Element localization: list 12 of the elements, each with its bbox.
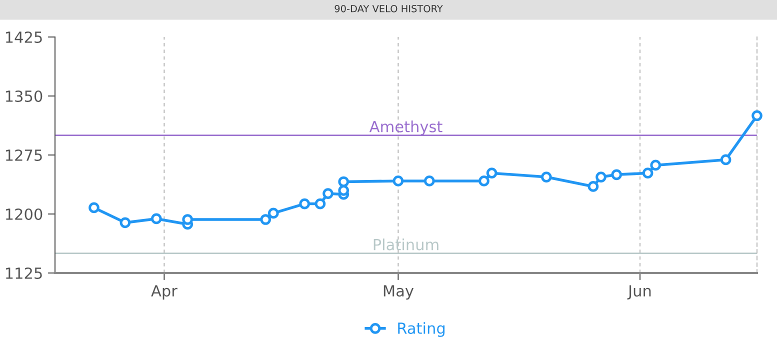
x-tick-label: Apr: [151, 285, 178, 300]
ref-line-label: Platinum: [374, 238, 438, 250]
y-tick-label: 1125: [6, 267, 42, 280]
x-tick-label: Jun: [627, 285, 651, 300]
y-tick-label: 1200: [6, 208, 42, 220]
legend-label: Rating: [398, 322, 445, 337]
y-tick-label: 1275: [6, 149, 42, 162]
y-tick-label: 1350: [6, 90, 42, 102]
y-tick-label: 1425: [6, 31, 42, 44]
chart-title: 90-DAY VELO HISTORY: [334, 4, 443, 12]
x-tick-label: May: [384, 285, 414, 300]
ref-line-label: Amethyst: [369, 120, 442, 136]
